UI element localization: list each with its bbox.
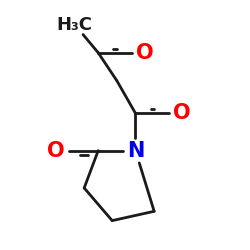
Text: N: N	[127, 141, 144, 161]
Text: O: O	[136, 43, 154, 63]
Text: O: O	[48, 141, 65, 161]
Text: H₃C: H₃C	[57, 16, 93, 34]
Text: O: O	[173, 103, 191, 123]
